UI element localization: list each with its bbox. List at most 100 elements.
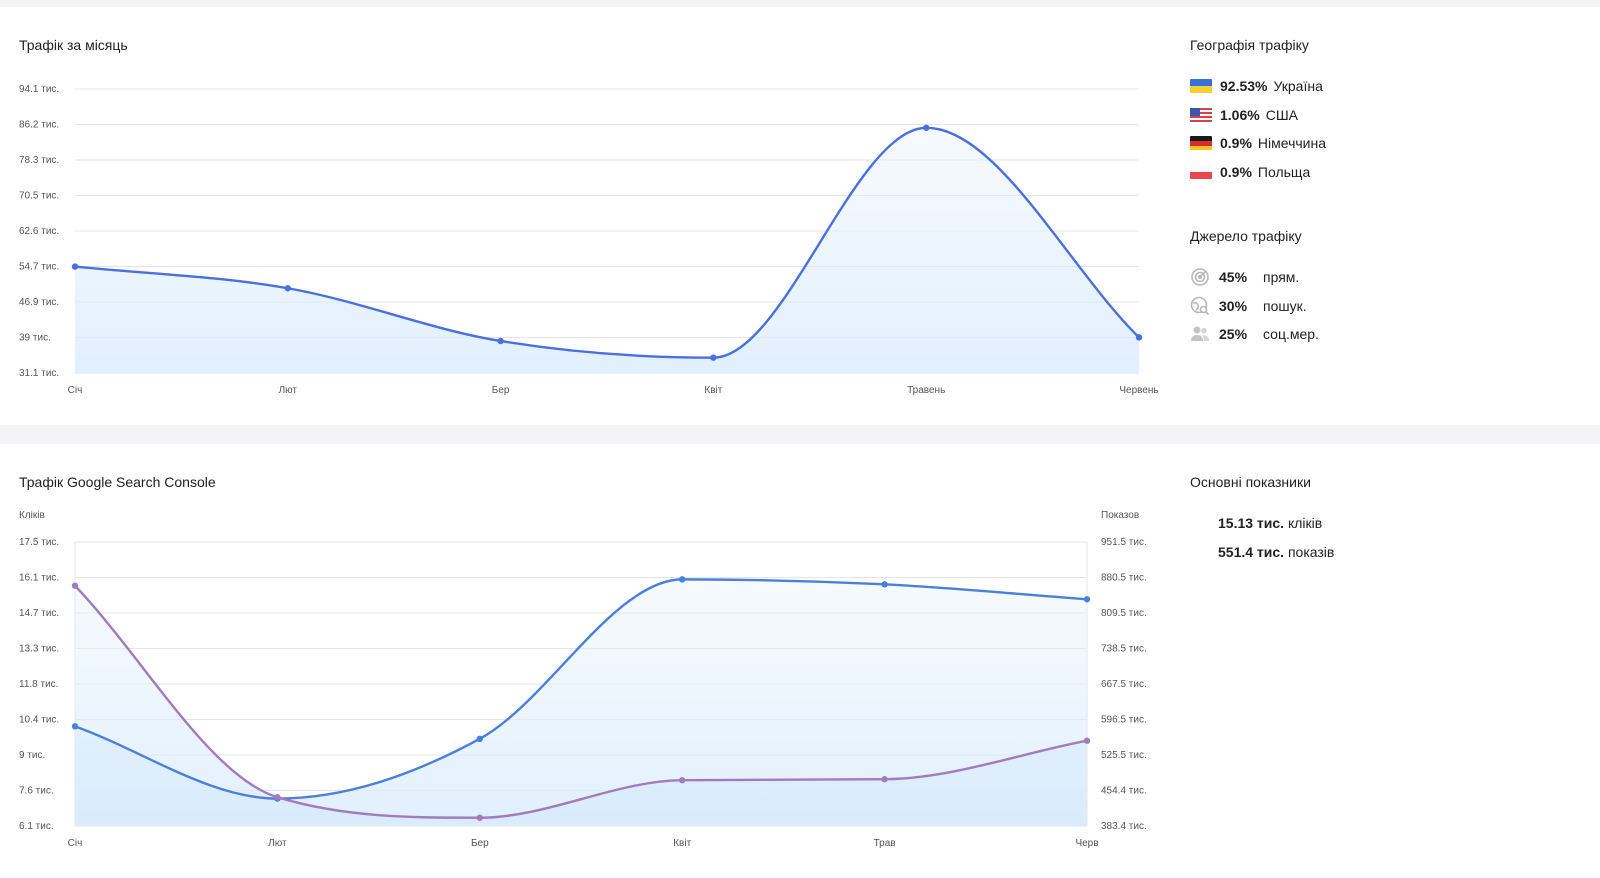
geo-percent: 92.53% (1220, 78, 1268, 94)
y-tick-label-right: 525.5 тис. (1101, 750, 1147, 761)
y-tick-label: 94.1 тис. (19, 84, 59, 95)
x-tick-label: Лют (268, 838, 287, 849)
y-tick-label: 62.6 тис. (19, 226, 59, 237)
x-tick-label: Травень (907, 385, 945, 396)
data-point[interactable] (71, 582, 79, 589)
geo-country: Польща (1257, 164, 1311, 180)
impressions-label: показів (1287, 544, 1335, 560)
geo-percent: 1.06% (1220, 107, 1260, 123)
y-tick-label: 86.2 тис. (19, 120, 59, 131)
y-tick-label: 17.5 тис. (19, 537, 59, 548)
y-tick-label: 46.9 тис. (19, 297, 59, 308)
geo-percent: 0.9% (1220, 164, 1252, 180)
x-tick-label: Січ (68, 838, 83, 849)
series-line (74, 578, 1088, 800)
geo-row-ukraine: 92.53% Україна (1190, 76, 1323, 96)
y-tick-label: 11.8 тис. (19, 679, 58, 690)
data-point[interactable] (1135, 334, 1143, 341)
source-label: соц.мер. (1263, 326, 1319, 342)
y-tick-label-right: 809.5 тис. (1101, 608, 1147, 619)
geo-row-usa: 1.06% США (1190, 105, 1298, 125)
data-point[interactable] (497, 337, 504, 345)
x-tick-label: Квіт (673, 838, 691, 849)
y-tick-label: 10.4 тис. (19, 715, 59, 726)
data-point[interactable] (476, 735, 483, 743)
data-point[interactable] (710, 354, 717, 361)
source-row-search: 30% пошук. (1190, 296, 1307, 316)
impressions-value: 551.4 тис. (1218, 544, 1285, 560)
data-point[interactable] (274, 794, 281, 801)
globe-search-icon (1190, 296, 1210, 316)
y-tick-label: 9 тис. (19, 750, 45, 761)
data-point[interactable] (284, 285, 291, 292)
source-label: пошук. (1263, 298, 1307, 314)
y-axis-title-right: Показов (1101, 510, 1139, 521)
y-tick-label: 6.1 тис. (19, 821, 54, 832)
geo-percent: 0.9% (1220, 135, 1252, 151)
clicks-label: кліків (1287, 515, 1323, 531)
x-tick-label: Лют (279, 385, 298, 396)
y-tick-label-right: 951.5 тис. (1101, 537, 1147, 548)
clicks-value: 15.13 тис. (1218, 515, 1285, 531)
data-point[interactable] (881, 581, 888, 588)
source-title: Джерело трафіку (1190, 228, 1302, 244)
x-tick-label: Квіт (704, 385, 722, 396)
data-point[interactable] (71, 263, 79, 270)
geo-country: Україна (1273, 78, 1323, 94)
series-line (74, 584, 1088, 819)
y-tick-label: 14.7 тис. (19, 608, 59, 619)
y-tick-label: 31.1 тис. (19, 368, 59, 379)
y-tick-label-right: 454.4 тис. (1101, 786, 1147, 797)
de-flag-icon (1190, 136, 1212, 150)
y-tick-label: 78.3 тис. (19, 155, 59, 166)
y-tick-label: 39 тис. (19, 333, 51, 344)
metric-clicks: 15.13 тис. кліків (1218, 515, 1322, 531)
geo-row-poland: 0.9% Польща (1190, 162, 1310, 182)
y-tick-label-right: 738.5 тис. (1101, 644, 1147, 655)
metric-impressions: 551.4 тис. показів (1218, 544, 1334, 560)
source-row-direct: 45% прям. (1190, 267, 1299, 287)
y-tick-label-right: 383.4 тис. (1101, 821, 1147, 832)
pl-flag-icon (1190, 165, 1212, 179)
source-label: прям. (1263, 269, 1300, 285)
y-tick-label-right: 596.5 тис. (1101, 715, 1147, 726)
data-point[interactable] (881, 776, 888, 783)
monthly-traffic-title: Трафік за місяць (19, 37, 128, 53)
y-tick-label: 16.1 тис. (19, 573, 59, 584)
data-point[interactable] (679, 777, 686, 784)
x-tick-label: Трав (874, 838, 896, 849)
series-line (74, 126, 1140, 359)
series-area (75, 585, 1087, 826)
geo-title: Географія трафіку (1190, 37, 1309, 53)
source-percent: 45% (1219, 269, 1248, 285)
source-percent: 30% (1219, 298, 1248, 314)
x-tick-label: Бер (492, 385, 510, 396)
geo-row-germany: 0.9% Німеччина (1190, 133, 1326, 153)
x-tick-label: Січ (68, 385, 83, 396)
y-tick-label: 13.3 тис. (19, 644, 59, 655)
data-point[interactable] (923, 124, 930, 131)
y-tick-label: 54.7 тис. (19, 262, 59, 273)
y-tick-label-right: 880.5 тис. (1101, 573, 1147, 584)
data-point[interactable] (476, 814, 483, 821)
data-point[interactable] (1083, 737, 1091, 744)
y-tick-label: 7.6 тис. (19, 786, 54, 797)
us-flag-icon (1190, 108, 1212, 122)
users-icon (1190, 324, 1210, 344)
x-tick-label: Черв (1075, 838, 1098, 849)
gsc-traffic-chart: 17.5 тис. 16.1 тис. 14.7 тис. 13.3 тис. 11.8… (19, 510, 1147, 849)
x-tick-label: Червень (1119, 385, 1158, 396)
geo-country: США (1265, 107, 1298, 123)
x-tick-label: Бер (471, 838, 489, 849)
metrics-title: Основні показники (1190, 474, 1311, 490)
data-point[interactable] (71, 723, 79, 730)
source-percent: 25% (1219, 326, 1248, 342)
target-icon (1190, 267, 1210, 287)
series-area (75, 127, 1139, 374)
y-axis-title: Кліків (19, 510, 45, 521)
gsc-title: Трафік Google Search Console (19, 474, 216, 490)
source-row-social: 25% соц.мер. (1190, 324, 1319, 344)
data-point[interactable] (1083, 596, 1091, 603)
geo-country: Німеччина (1257, 135, 1327, 151)
data-point[interactable] (679, 576, 686, 583)
